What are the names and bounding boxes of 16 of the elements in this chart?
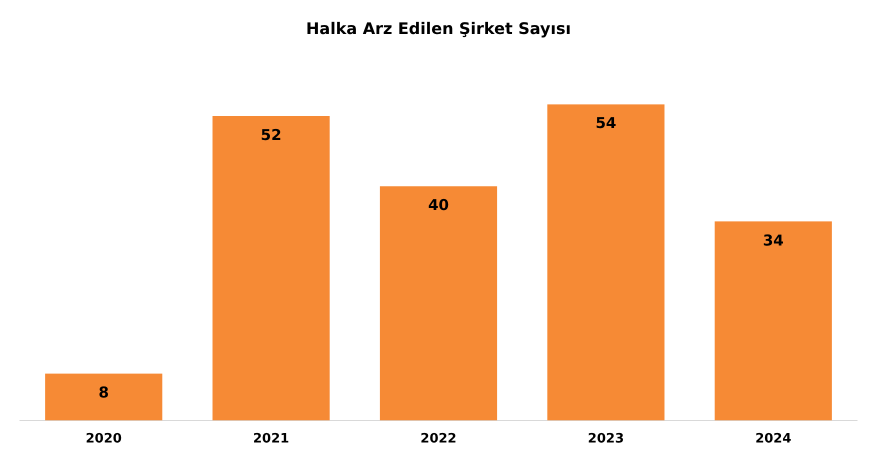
- x-tick-label: 2023: [588, 432, 624, 447]
- data-label: 54: [595, 114, 616, 132]
- x-tick-label: 2020: [86, 432, 122, 447]
- chart-title: Halka Arz Edilen Şirket Sayısı: [306, 18, 571, 38]
- data-label: 34: [762, 231, 784, 250]
- bar: [45, 374, 162, 420]
- data-label: 8: [98, 383, 109, 402]
- data-label: 40: [428, 196, 449, 214]
- bar: [714, 221, 832, 420]
- bar: [212, 116, 330, 420]
- bar: [380, 186, 498, 420]
- x-tick-label: 2024: [755, 432, 792, 447]
- bar: [547, 104, 664, 420]
- x-tick-label: 2021: [253, 432, 290, 447]
- data-label: 52: [260, 126, 282, 144]
- x-tick-label: 2022: [420, 432, 457, 447]
